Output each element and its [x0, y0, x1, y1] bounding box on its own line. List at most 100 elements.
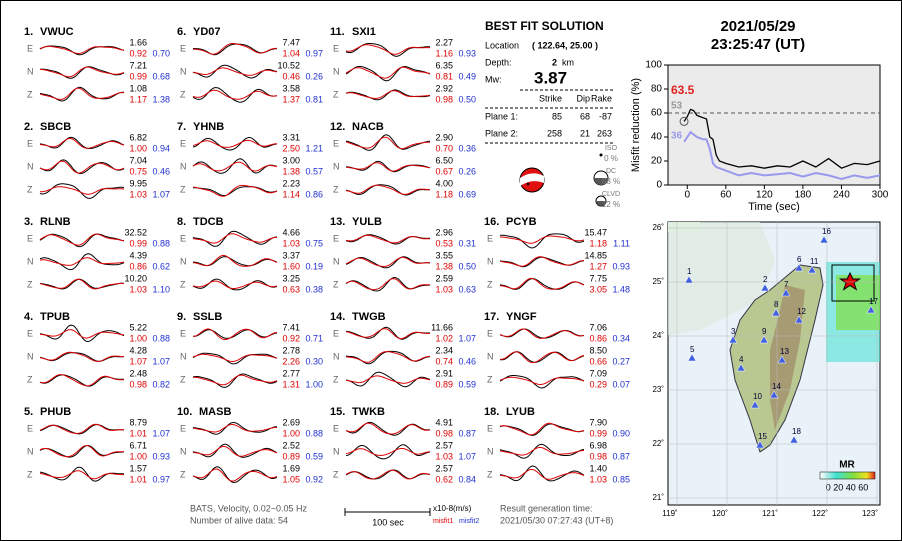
station-name: NACB	[352, 121, 384, 133]
waveform-syn	[192, 233, 278, 244]
waveform-obs	[39, 253, 125, 271]
component: N	[180, 66, 187, 76]
amplitude: 2.48	[129, 368, 147, 378]
station-label: 16	[822, 227, 831, 236]
waveform-syn	[345, 44, 431, 55]
misfit1: 1.38	[282, 166, 300, 176]
waveform-syn	[39, 257, 125, 266]
amplitude: 2.57	[435, 440, 453, 450]
component: E	[333, 328, 339, 338]
station-id: 13.	[330, 216, 345, 228]
component: N	[27, 161, 34, 171]
waveform-obs	[39, 352, 125, 362]
misfit1: 1.07	[129, 356, 147, 366]
station-id: 16.	[484, 216, 499, 228]
epicenter-box	[831, 264, 875, 302]
misfit1: 0.86	[589, 333, 607, 343]
amplitude: 4.00	[435, 178, 453, 188]
station-name: SXI1	[352, 26, 376, 38]
misfit2: 0.93	[458, 48, 476, 58]
misfit2: 0.87	[612, 451, 630, 461]
amplitude: 7.90	[589, 417, 607, 427]
station-id: 3.	[24, 216, 33, 228]
amplitude: 2.96	[435, 227, 453, 237]
amplitude: 2.57	[435, 463, 453, 473]
misfit1: 0.99	[129, 238, 147, 248]
component: E	[27, 43, 33, 53]
waveform-syn	[192, 89, 278, 100]
amplitude: 2.77	[282, 368, 300, 378]
station-marker	[759, 335, 769, 344]
station-label: 6	[797, 255, 802, 264]
waveform-syn	[499, 447, 584, 456]
station-label: 7	[784, 280, 789, 289]
amplitude: 7.06	[589, 322, 607, 332]
lat-label: 24˚	[652, 331, 664, 340]
station-label: 4	[739, 355, 744, 364]
misfit2: 0.07	[612, 379, 630, 389]
station-id: 18.	[484, 406, 499, 418]
time: 23:25:47 (UT)	[711, 36, 805, 53]
x-tick-label: 120	[756, 190, 773, 201]
misfit2: 0.92	[305, 474, 323, 484]
component: N	[333, 161, 340, 171]
waveform-obs	[345, 256, 431, 269]
waveform-syn	[39, 278, 125, 290]
amplitude: 10.20	[124, 273, 147, 283]
misfit1: 0.99	[589, 428, 607, 438]
station-name: TWGB	[352, 311, 386, 323]
amplitude: 32.52	[124, 227, 147, 237]
misfit1: 3.05	[589, 284, 607, 294]
misfit2: 1.11	[613, 238, 630, 248]
waveform-syn	[39, 233, 125, 246]
misfit1: 1.14	[282, 189, 300, 199]
misfit2: 0.93	[612, 261, 630, 271]
annotation: 63.5	[671, 83, 695, 97]
misfit1: 1.60	[282, 261, 300, 271]
date: 2021/05/29	[720, 18, 795, 35]
station-marker	[750, 400, 760, 409]
component: Z	[487, 469, 493, 479]
best-marker	[679, 116, 689, 126]
waveform-syn	[39, 45, 125, 54]
misfit2: 0.88	[152, 333, 170, 343]
scale-bar	[344, 508, 431, 516]
amplitude: 2.91	[435, 368, 453, 378]
amplitude: 2.34	[435, 345, 453, 355]
amplitude: 3.31	[282, 132, 300, 142]
misfit1: 1.00	[129, 333, 147, 343]
misfit1: 1.03	[129, 284, 147, 294]
component: N	[487, 351, 494, 361]
misfit2: 0.97	[305, 48, 323, 58]
station-name: SSLB	[193, 311, 222, 323]
amplitude: 3.37	[282, 250, 300, 260]
misfit2: 0.62	[152, 261, 170, 271]
amplitude: 1.69	[282, 463, 300, 473]
waveform-syn	[345, 351, 430, 363]
x-tick-label: 180	[795, 190, 812, 201]
misfit1: 1.16	[435, 48, 453, 58]
misfit1: 1.18	[435, 189, 453, 199]
amplitude: 2.69	[282, 417, 300, 427]
misfit1: 0.98	[129, 379, 147, 389]
waveform-syn	[192, 374, 278, 386]
amplitude: 3.25	[282, 273, 300, 283]
series-line	[683, 108, 881, 169]
amplitude: 8.79	[129, 417, 147, 427]
misfit1-key: misfit1	[433, 518, 453, 525]
lat-label: 25˚	[652, 277, 664, 286]
waveform-syn	[192, 43, 277, 55]
gen-time: 2021/05/30 07:27:43 (UT+8)	[500, 515, 613, 525]
waveform-obs	[192, 278, 278, 291]
scale: 100 sec	[372, 517, 404, 527]
station-marker	[684, 275, 694, 284]
misfit2: 1.07	[152, 428, 170, 438]
depth-unit: km	[562, 57, 574, 67]
waveform-obs	[345, 65, 431, 82]
component: Z	[27, 374, 33, 384]
component: Z	[487, 279, 493, 289]
misfit2: 0.97	[152, 474, 170, 484]
misfit1: 0.98	[435, 428, 453, 438]
table-header: Dip	[576, 93, 590, 103]
misfit1: 1.03	[282, 238, 300, 248]
